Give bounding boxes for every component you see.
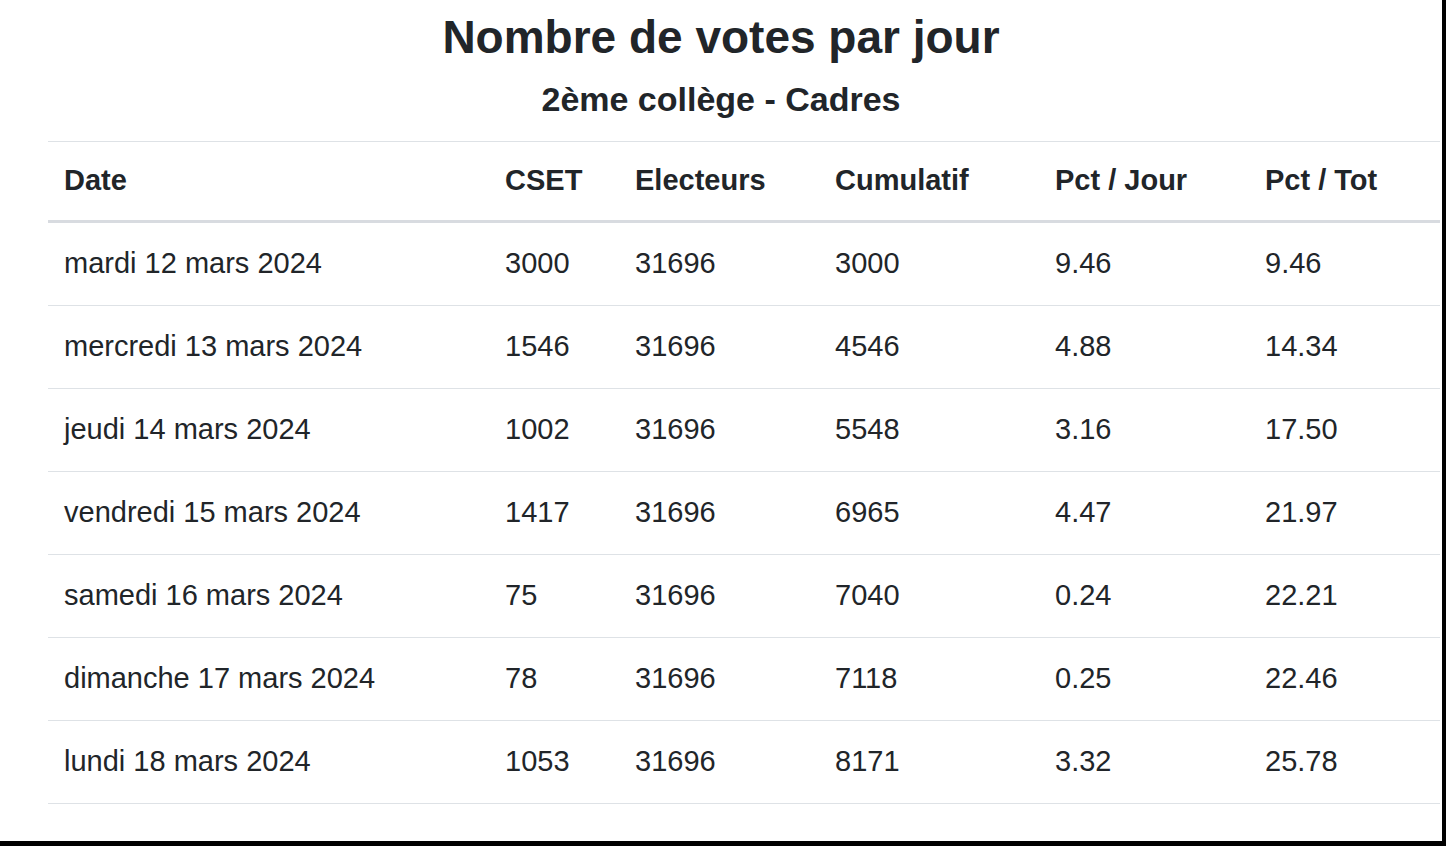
table-row: jeudi 14 mars 202410023169655483.1617.50 — [48, 388, 1440, 471]
cell-pct-tot: 9.46 — [1249, 221, 1440, 305]
cell-date: lundi 18 mars 2024 — [48, 720, 489, 803]
page-frame: Nombre de votes par jour 2ème collège - … — [0, 0, 1446, 846]
cell-pct-jour: 0.25 — [1039, 637, 1249, 720]
cell-date: samedi 16 mars 2024 — [48, 554, 489, 637]
cell-pct-tot: 17.50 — [1249, 388, 1440, 471]
cell-electeurs: 31696 — [619, 388, 819, 471]
cell-electeurs: 31696 — [619, 305, 819, 388]
cell-date: dimanche 17 mars 2024 — [48, 637, 489, 720]
cell-date: mardi 12 mars 2024 — [48, 221, 489, 305]
cell-cset: 1546 — [489, 305, 619, 388]
cell-date: jeudi 14 mars 2024 — [48, 388, 489, 471]
table-header-row: Date CSET Electeurs Cumulatif Pct / Jour… — [48, 141, 1440, 221]
cell-cset: 78 — [489, 637, 619, 720]
table-row: vendredi 15 mars 202414173169669654.4721… — [48, 471, 1440, 554]
cell-cset: 75 — [489, 554, 619, 637]
cell-pct-tot: 14.34 — [1249, 305, 1440, 388]
cell-cumulatif: 3000 — [819, 221, 1039, 305]
cell-cumulatif: 7118 — [819, 637, 1039, 720]
cell-cset: 3000 — [489, 221, 619, 305]
cell-electeurs: 31696 — [619, 221, 819, 305]
cell-pct-tot: 25.78 — [1249, 720, 1440, 803]
cell-date: mercredi 13 mars 2024 — [48, 305, 489, 388]
cell-cumulatif: 6965 — [819, 471, 1039, 554]
cell-pct-jour: 3.32 — [1039, 720, 1249, 803]
cell-pct-jour: 4.88 — [1039, 305, 1249, 388]
column-header-pct-tot: Pct / Tot — [1249, 141, 1440, 221]
cell-date: vendredi 15 mars 2024 — [48, 471, 489, 554]
column-header-cumulatif: Cumulatif — [819, 141, 1039, 221]
cell-pct-jour: 3.16 — [1039, 388, 1249, 471]
votes-table: Date CSET Electeurs Cumulatif Pct / Jour… — [48, 141, 1440, 804]
cell-electeurs: 31696 — [619, 637, 819, 720]
cell-pct-tot: 22.21 — [1249, 554, 1440, 637]
table-row: dimanche 17 mars 2024783169671180.2522.4… — [48, 637, 1440, 720]
table-row: samedi 16 mars 2024753169670400.2422.21 — [48, 554, 1440, 637]
cell-cumulatif: 4546 — [819, 305, 1039, 388]
cell-cset: 1053 — [489, 720, 619, 803]
votes-table-body: mardi 12 mars 202430003169630009.469.46m… — [48, 221, 1440, 803]
cell-electeurs: 31696 — [619, 554, 819, 637]
cell-pct-tot: 22.46 — [1249, 637, 1440, 720]
cell-cset: 1417 — [489, 471, 619, 554]
cell-cumulatif: 7040 — [819, 554, 1039, 637]
cell-cumulatif: 8171 — [819, 720, 1039, 803]
column-header-electeurs: Electeurs — [619, 141, 819, 221]
cell-pct-jour: 0.24 — [1039, 554, 1249, 637]
table-row: mardi 12 mars 202430003169630009.469.46 — [48, 221, 1440, 305]
column-header-date: Date — [48, 141, 489, 221]
page-title: Nombre de votes par jour — [0, 0, 1442, 65]
cell-pct-tot: 21.97 — [1249, 471, 1440, 554]
table-row: lundi 18 mars 202410533169681713.3225.78 — [48, 720, 1440, 803]
column-header-pct-jour: Pct / Jour — [1039, 141, 1249, 221]
cell-pct-jour: 9.46 — [1039, 221, 1249, 305]
cell-cumulatif: 5548 — [819, 388, 1039, 471]
column-header-cset: CSET — [489, 141, 619, 221]
table-row: mercredi 13 mars 202415463169645464.8814… — [48, 305, 1440, 388]
cell-electeurs: 31696 — [619, 720, 819, 803]
cell-electeurs: 31696 — [619, 471, 819, 554]
cell-cset: 1002 — [489, 388, 619, 471]
cell-pct-jour: 4.47 — [1039, 471, 1249, 554]
page-subtitle: 2ème collège - Cadres — [0, 65, 1442, 120]
